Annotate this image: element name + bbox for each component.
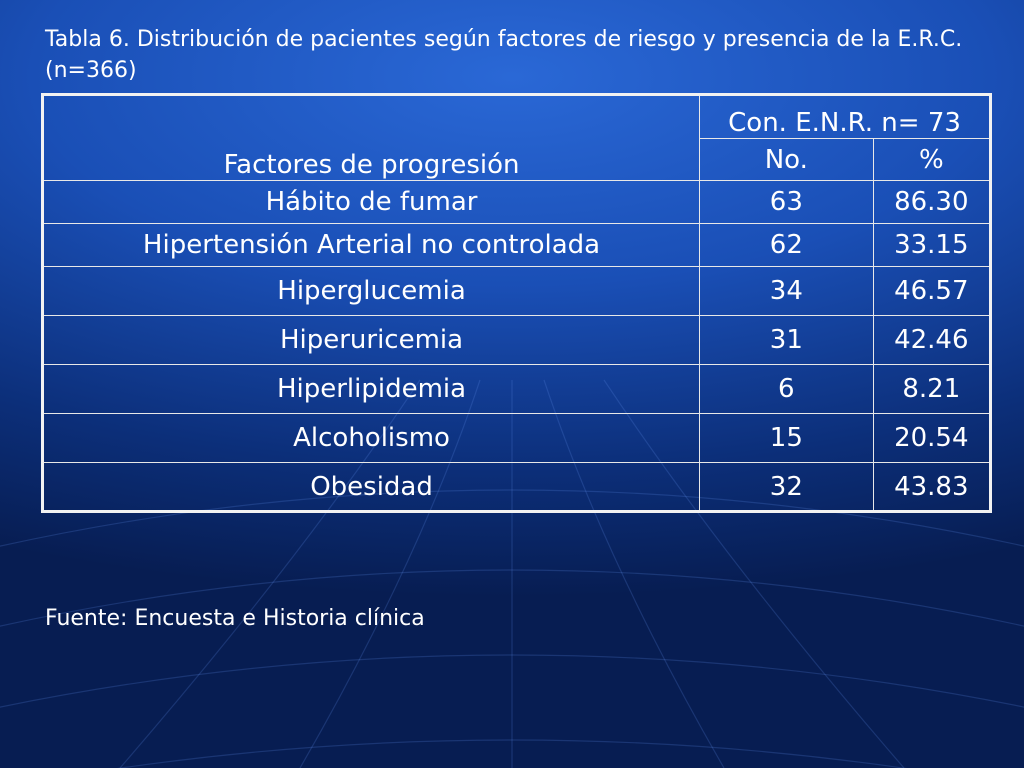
risk-factors-table: Factores de progresión Con. E.N.R. n= 73… <box>41 93 992 513</box>
table-subheader-row: No. % <box>43 138 992 181</box>
percent-cell: 43.83 <box>872 462 992 512</box>
table-row: Hábito de fumar 63 86.30 <box>41 180 992 224</box>
percent-cell: 20.54 <box>872 413 992 463</box>
number-cell: 34 <box>699 266 874 316</box>
percent-cell: 8.21 <box>872 364 992 414</box>
number-cell: 32 <box>699 462 874 512</box>
table-row: Hiperuricemia 31 42.46 <box>41 315 992 365</box>
factor-cell: Hiperglucemia <box>41 266 701 316</box>
header-percent: % <box>872 138 992 181</box>
header-group: Con. E.N.R. n= 73 <box>699 94 991 139</box>
factor-cell: Hábito de fumar <box>41 180 701 224</box>
factor-cell: Obesidad <box>41 462 701 512</box>
factor-cell: Alcoholismo <box>41 413 701 463</box>
source-note: Fuente: Encuesta e Historia clínica <box>45 606 425 631</box>
number-cell: 15 <box>699 413 874 463</box>
number-cell: 6 <box>699 364 874 414</box>
header-factors: Factores de progresión <box>41 94 701 181</box>
table-caption: Tabla 6. Distribución de pacientes según… <box>45 27 963 83</box>
number-cell: 31 <box>699 315 874 365</box>
number-cell: 63 <box>699 180 874 224</box>
percent-cell: 86.30 <box>872 180 992 224</box>
factor-cell: Hipertensión Arterial no controlada <box>41 223 701 267</box>
table-row: Hiperlipidemia 6 8.21 <box>41 364 992 414</box>
header-number: No. <box>699 138 874 181</box>
number-cell: 62 <box>699 223 874 267</box>
factor-cell: Hiperlipidemia <box>41 364 701 414</box>
table-row: Obesidad 32 43.83 <box>41 462 992 512</box>
percent-cell: 46.57 <box>872 266 992 316</box>
factor-cell: Hiperuricemia <box>41 315 701 365</box>
table-row: Hipertensión Arterial no controlada 62 3… <box>41 223 992 267</box>
percent-cell: 42.46 <box>872 315 992 365</box>
percent-cell: 33.15 <box>872 223 992 267</box>
table-row: Hiperglucemia 34 46.57 <box>41 266 992 316</box>
table-header-row: Factores de progresión Con. E.N.R. n= 73 <box>41 94 991 181</box>
table-row: Alcoholismo 15 20.54 <box>41 413 992 463</box>
